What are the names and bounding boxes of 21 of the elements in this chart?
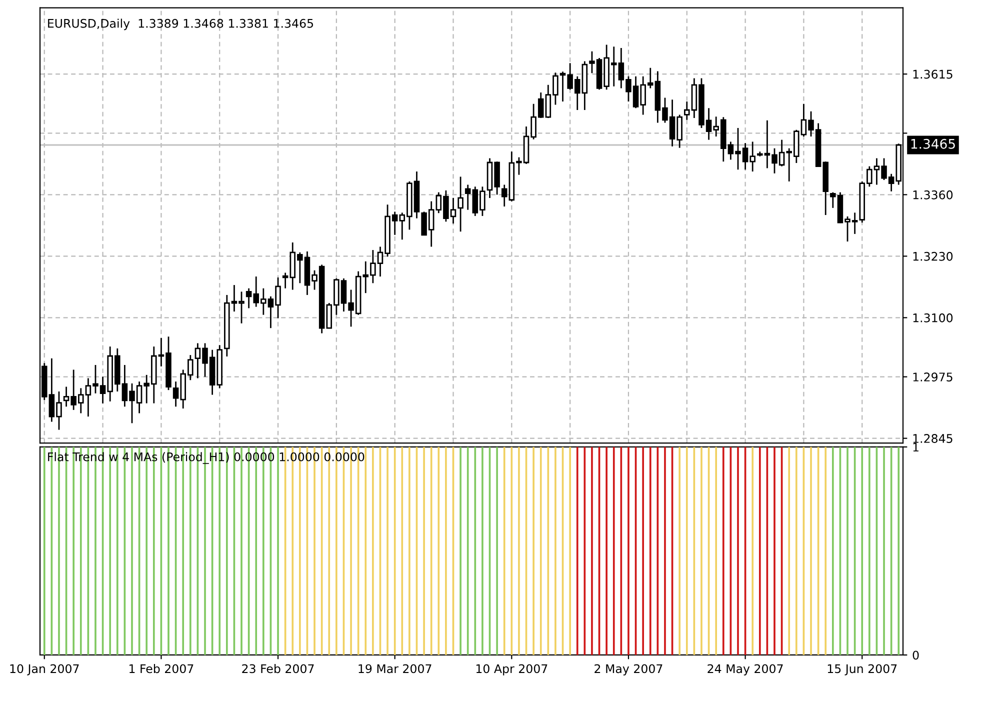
candlestick <box>464 184 471 211</box>
y-tick-label: 1 <box>913 442 918 452</box>
candlestick <box>501 184 508 208</box>
ref-line-label: 1.3465 <box>911 138 955 149</box>
text: EURUSD,Daily 1.3389 1.3468 1.3381 1.3465 <box>48 18 314 30</box>
x-tick-label: 1 Feb 2007 <box>130 664 194 674</box>
x-tick-label: 15 Jun 2007 <box>828 664 897 676</box>
x-tick-label: 23 Feb 2007 <box>242 664 314 674</box>
x-tick-label: 2 May 2007 <box>594 664 662 676</box>
y-tick-label: 0 <box>912 650 919 660</box>
y-tick-label: 1.2975 <box>913 372 952 382</box>
y-tick-label: 1.2845 <box>913 434 952 443</box>
y-tick-label: 1.3230 <box>913 252 953 261</box>
y-tick-label: 1.3360 <box>913 190 953 200</box>
x-tick-label: 19 Mar 2007 <box>358 664 432 674</box>
candlestick <box>458 176 464 232</box>
x-tick-label: 24 May 2007 <box>708 664 783 676</box>
y-tick-label: 1.3615 <box>913 70 952 79</box>
x-tick-label: 10 Jan 2007 <box>10 664 79 676</box>
x-tick-label: 10 Apr 2007 <box>476 664 548 676</box>
y-tick-label: 1.3100 <box>913 313 953 322</box>
